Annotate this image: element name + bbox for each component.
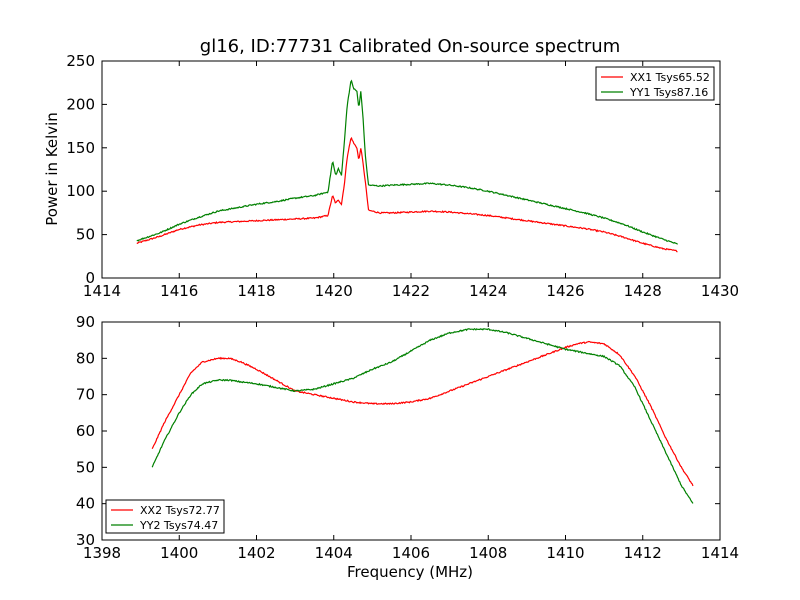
- top-series-line-1: [136, 79, 678, 245]
- top-legend-entry: YY1 Tsys87.16: [629, 86, 708, 99]
- bottom-x-tick-label: 1398: [83, 544, 121, 562]
- top-y-tick-label: 100: [66, 182, 95, 200]
- top-legend-entry: XX1 Tsys65.52: [630, 71, 710, 84]
- bottom-y-tick-label: 90: [76, 313, 95, 331]
- bottom-series-line-0: [151, 340, 694, 487]
- bottom-x-tick-label: 1410: [546, 544, 584, 562]
- top-y-tick-label: 50: [76, 226, 95, 244]
- bottom-y-tick-label: 80: [76, 349, 95, 367]
- bottom-x-tick-label: 1404: [315, 544, 353, 562]
- top-x-tick-label: 1414: [83, 282, 121, 300]
- bottom-y-tick-label: 40: [76, 495, 95, 513]
- bottom-legend-entry: YY2 Tsys74.47: [139, 519, 218, 532]
- bottom-x-tick-label: 1408: [469, 544, 507, 562]
- bottom-x-tick-label: 1414: [701, 544, 739, 562]
- bottom-x-axis-label: Frequency (MHz): [347, 563, 473, 581]
- top-y-tick-label: 0: [85, 269, 95, 287]
- top-x-tick-label: 1418: [237, 282, 275, 300]
- top-x-tick-label: 1430: [701, 282, 739, 300]
- top-y-tick-label: 200: [66, 95, 95, 113]
- bottom-plot-area: 1398 1400 1402 1404 1406 1408 1410 1412 1414 30 40…: [76, 313, 739, 562]
- bottom-y-tick-label: 50: [76, 458, 95, 476]
- bottom-legend-entry: XX2 Tsys72.77: [140, 504, 220, 517]
- bottom-y-tick-label: 70: [76, 386, 95, 404]
- top-plot-area: 1414 1416 1418 1420 1422 1424 1426 1428 1430 0 50 1…: [66, 52, 739, 300]
- top-x-tick-label: 1428: [624, 282, 662, 300]
- top-y-tick-label: 150: [66, 139, 95, 157]
- bottom-series-line-1: [151, 327, 694, 504]
- bottom-x-tick-label: 1406: [392, 544, 430, 562]
- top-x-tick-label: 1422: [392, 282, 430, 300]
- top-chart-title: gl16, ID:77731 Calibrated On-source spec…: [200, 36, 620, 57]
- top-legend-box: [595, 66, 715, 101]
- bottom-x-tick-label: 1400: [160, 544, 198, 562]
- top-series-line-0: [136, 136, 678, 253]
- top-x-tick-label: 1420: [315, 282, 353, 300]
- top-x-tick-label: 1426: [546, 282, 584, 300]
- top-x-tick-label: 1416: [160, 282, 198, 300]
- bottom-x-tick-label: 1402: [237, 544, 275, 562]
- top-y-axis-label: Power in Kelvin: [43, 112, 61, 226]
- bottom-y-tick-label: 60: [76, 422, 95, 440]
- bottom-y-tick-label: 30: [76, 531, 95, 549]
- top-x-tick-label: 1424: [469, 282, 507, 300]
- bottom-x-tick-label: 1412: [624, 544, 662, 562]
- top-y-tick-label: 250: [66, 52, 95, 70]
- bottom-legend-box: [105, 499, 225, 534]
